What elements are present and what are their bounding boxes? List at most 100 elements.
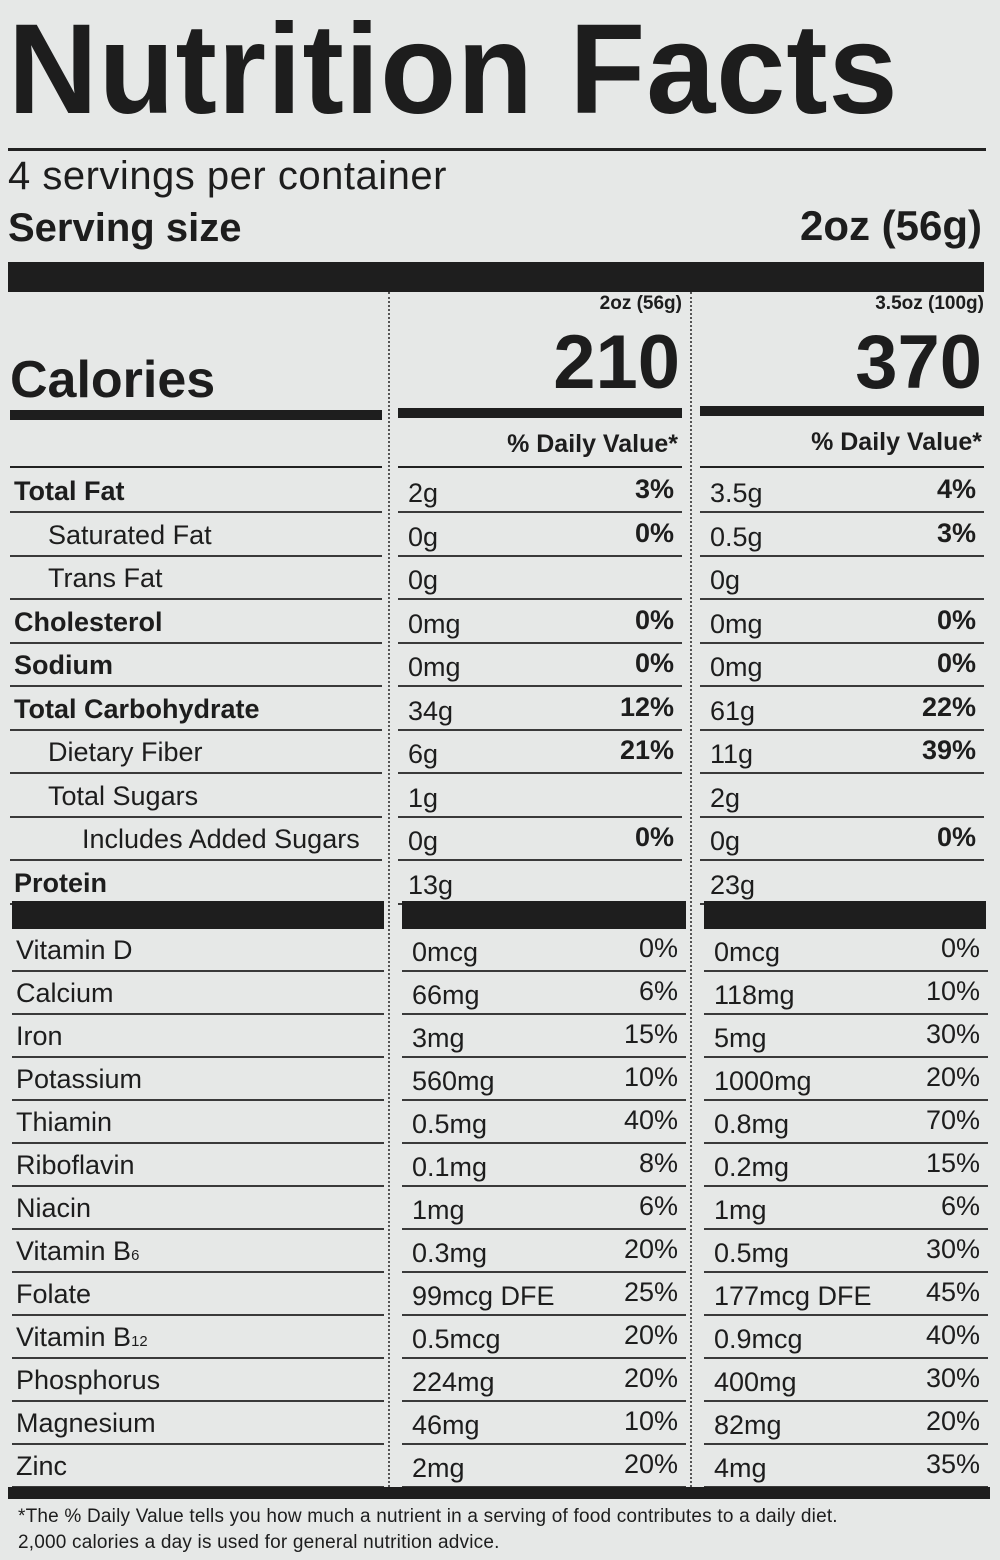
daily-value-percent: 20% — [623, 1449, 678, 1479]
nutrient-label: Vitamin B — [16, 1236, 132, 1266]
nutrient-label: Vitamin B — [16, 1322, 132, 1352]
nutrient-row: Dietary Fiber 6g 21% 11g 39% — [0, 731, 1000, 774]
amount-value: 99mcg DFE — [412, 1281, 555, 1311]
daily-value-percent: 0% — [936, 822, 976, 852]
nutrient-label-cell: Cholesterol — [10, 601, 382, 644]
vitamin-divider — [402, 901, 686, 929]
nutrient-label: Total Fat — [14, 476, 125, 506]
daily-value-percent: 8% — [638, 1148, 678, 1178]
column-2-serving: 3.5oz (100g) — [875, 293, 984, 314]
vitamin-row: Zinc 2mg 20% 4mg 35% — [0, 1445, 1000, 1488]
amount-value: 2g — [408, 478, 439, 508]
daily-value-percent: 15% — [623, 1019, 678, 1049]
daily-value-percent: 10% — [623, 1062, 678, 1092]
column-1-cell: 0.5mcg 20% — [402, 1316, 686, 1359]
column-1-serving: 2oz (56g) — [599, 293, 682, 314]
divider — [398, 466, 682, 468]
column-2-cell: 0mcg 0% — [704, 929, 988, 972]
column-1-cell: 0.1mg 8% — [402, 1144, 686, 1187]
bottom-divider — [8, 1487, 990, 1499]
nutrient-label-cell: Protein — [10, 862, 382, 905]
amount-value: 0mcg — [412, 937, 479, 967]
amount-value: 560mg — [412, 1066, 495, 1096]
amount-value: 1mg — [412, 1195, 465, 1225]
nutrient-label: Includes Added Sugars — [82, 824, 360, 854]
column-1-cell: 0g 0% — [398, 818, 682, 861]
column-1-cell: 0g 0% — [398, 514, 682, 557]
nutrient-label-cell: Niacin — [12, 1187, 384, 1230]
amount-value: 177mcg DFE — [714, 1281, 872, 1311]
nutrient-label-cell: Sodium — [10, 644, 382, 687]
subscript: 12 — [131, 1334, 148, 1350]
daily-value-percent: 0% — [634, 604, 674, 635]
amount-value: 0g — [408, 521, 439, 552]
column-1-dv-header: % Daily Value* — [507, 430, 678, 458]
nutrient-label: Calcium — [16, 978, 114, 1008]
column-2-dv-header: % Daily Value* — [811, 428, 982, 456]
nutrient-row: Total Fat 2g 3% 3.5g 4% — [0, 470, 1000, 513]
daily-value-percent: 0% — [936, 604, 976, 635]
nutrient-label: Saturated Fat — [48, 519, 212, 550]
column-2-cell: 177mcg DFE 45% — [704, 1273, 988, 1316]
column-1-cell: 1mg 6% — [402, 1187, 686, 1230]
nutrient-label-cell: Total Sugars — [10, 775, 382, 818]
vitamin-row: Phosphorus 224mg 20% 400mg 30% — [0, 1359, 1000, 1402]
column-separator — [690, 292, 692, 1487]
vitamin-row: Iron 3mg 15% 5mg 30% — [0, 1015, 1000, 1058]
amount-value: 23g — [710, 869, 756, 900]
amount-value: 0.9mcg — [714, 1324, 803, 1354]
nutrient-label-cell: Total Carbohydrate — [10, 688, 382, 731]
nutrient-label-cell: Includes Added Sugars — [10, 818, 382, 861]
nutrient-label-cell: Iron — [12, 1015, 384, 1058]
amount-value: 0g — [408, 565, 439, 595]
amount-value: 0mg — [408, 652, 461, 682]
amount-value: 11g — [710, 739, 754, 769]
nutrient-label: Cholesterol — [14, 606, 163, 637]
amount-value: 0mg — [710, 608, 763, 639]
amount-value: 46mg — [412, 1410, 480, 1440]
daily-value-percent: 20% — [623, 1363, 678, 1393]
divider — [10, 466, 382, 468]
vitamin-row: Vitamin B6 0.3mg 20% 0.5mg 30% — [0, 1230, 1000, 1273]
daily-value-percent: 3% — [634, 474, 674, 504]
column-1-cell: 2mg 20% — [402, 1445, 686, 1488]
column-2-cell: 11g 39% — [700, 731, 984, 774]
amount-value: 0g — [408, 826, 439, 856]
column-1-cell: 0.3mg 20% — [402, 1230, 686, 1273]
amount-value: 0mcg — [714, 937, 781, 967]
nutrient-label-cell: Folate — [12, 1273, 384, 1316]
column-1-cell: 2g 3% — [398, 470, 682, 513]
daily-value-percent: 4% — [936, 474, 976, 504]
column-1-cell: 6g 21% — [398, 731, 682, 774]
daily-value-percent: 0% — [634, 822, 674, 852]
amount-value: 0.5mcg — [412, 1324, 501, 1354]
thick-divider — [8, 262, 984, 292]
column-separator — [388, 292, 390, 1487]
nutrient-label-cell: Vitamin B12 — [12, 1316, 384, 1359]
daily-value-percent: 0% — [634, 648, 674, 678]
column-2-cell: 400mg 30% — [704, 1359, 988, 1402]
daily-value-percent: 10% — [925, 976, 980, 1006]
vitamin-divider — [12, 901, 384, 929]
column-1-cell: 99mcg DFE 25% — [402, 1273, 686, 1316]
amount-value: 118mg — [714, 980, 795, 1010]
column-2-calories: 370 — [855, 320, 982, 405]
daily-value-percent: 20% — [925, 1062, 980, 1092]
vitamin-row: Vitamin B12 0.5mcg 20% 0.9mcg 40% — [0, 1316, 1000, 1359]
amount-value: 0mg — [710, 652, 763, 682]
nutrient-label-cell: Trans Fat — [10, 557, 382, 600]
nutrient-label-cell: Total Fat — [10, 470, 382, 513]
column-2-cell: 1mg 6% — [704, 1187, 988, 1230]
daily-value-percent: 21% — [619, 735, 674, 765]
amount-value: 0g — [710, 565, 741, 595]
column-2-cell: 3.5g 4% — [700, 470, 984, 513]
daily-value-percent: 22% — [921, 691, 976, 722]
nutrient-label: Protein — [14, 867, 108, 898]
calories-divider — [398, 408, 682, 418]
nutrient-label-cell: Vitamin B6 — [12, 1230, 384, 1273]
nutrient-label: Sodium — [14, 650, 113, 680]
serving-size-label: Serving size — [8, 206, 242, 250]
nutrient-label-cell: Magnesium — [12, 1402, 384, 1445]
nutrient-label-wrap: Vitamin B6 — [16, 1236, 139, 1267]
column-2-cell: 2g — [700, 775, 984, 818]
